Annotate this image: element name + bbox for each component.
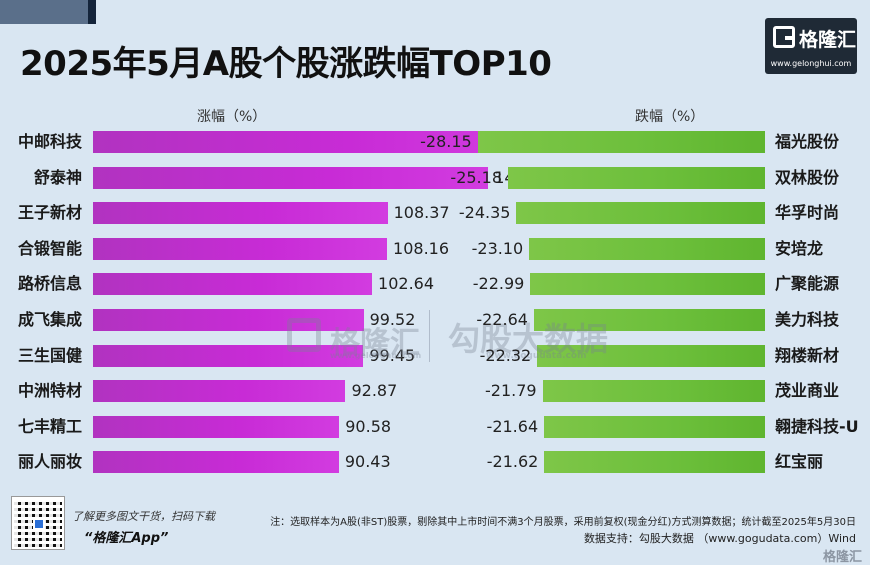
gain-bar: [93, 309, 364, 331]
loss-category-label: 红宝丽: [775, 452, 824, 472]
loss-category-label: 广聚能源: [775, 274, 840, 294]
gain-bar: [93, 415, 340, 438]
loss-value-label: -23.10: [471, 238, 524, 258]
loss-value-label: -24.35: [458, 203, 511, 223]
corner-decoration-dark: [88, 0, 96, 24]
brand-g-icon: [773, 26, 795, 48]
loss-value-label: -22.32: [479, 345, 532, 365]
gain-category-label: 合锻智能: [17, 238, 82, 258]
gain-bar: [93, 202, 388, 225]
loss-value-label: -21.79: [485, 381, 537, 401]
data-source: 数据支持：勾股大数据 （www.gogudata.com）Wind: [583, 532, 856, 545]
loss-value-label: -21.64: [486, 416, 539, 436]
gain-value-label: 90.43: [344, 452, 391, 472]
watermark-left-text: 格隆汇: [330, 326, 420, 361]
loss-value-label: -25.18: [450, 167, 502, 187]
gain-value-label: 99.45: [369, 345, 416, 365]
footnote: 注：选取样本为A股(非ST)股票，剔除其中上市时间不满3个月股票，采用前复权(现…: [270, 517, 856, 528]
gain-category-label: 三生国健: [17, 345, 82, 365]
loss-bar: [537, 344, 765, 367]
gain-category-label: 舒泰神: [33, 167, 82, 187]
gain-value-label: 99.52: [369, 310, 416, 329]
loss-bar: [544, 415, 765, 438]
promo-line1: 了解更多图文干货，扫码下载: [72, 510, 215, 523]
gain-bar: [93, 237, 388, 260]
gain-bar: [93, 451, 339, 474]
gain-value-label: 102.64: [378, 274, 435, 294]
gain-panel-title: 涨幅（%）: [197, 109, 267, 125]
loss-value-label: -28.15: [420, 132, 472, 151]
gain-value-label: 92.87: [351, 381, 398, 401]
loss-category-label: 茂业商业: [775, 381, 840, 401]
brand-name: 格隆汇: [799, 29, 857, 51]
loss-bar: [529, 237, 765, 260]
gain-bar: [93, 344, 364, 367]
loss-category-label: 福光股份: [775, 132, 840, 151]
loss-bar: [530, 273, 765, 296]
loss-bar: [544, 451, 765, 474]
watermark-divider: [429, 310, 430, 362]
gain-category-label: 路桥信息: [17, 274, 82, 294]
brand-logo: 格隆汇 www.gelonghui.com: [765, 18, 857, 74]
promo-line2: “格隆汇App”: [84, 531, 169, 546]
corner-decoration: [0, 0, 88, 24]
gain-category-label: 成飞集成: [17, 310, 82, 329]
loss-panel-title: 跌幅（%）: [635, 109, 705, 125]
watermark-right-text: 勾股大数据: [448, 320, 609, 358]
watermark-left-url: www.gelonghui.com: [330, 351, 422, 360]
gain-bar: [93, 380, 346, 403]
gain-category-label: 中邮科技: [17, 132, 82, 151]
loss-value-label: -22.64: [476, 310, 528, 329]
loss-value-label: -21.62: [486, 452, 539, 472]
loss-bar: [516, 202, 765, 225]
loss-bar: [477, 131, 765, 153]
gain-category-label: 丽人丽妆: [17, 452, 82, 472]
loss-bar: [542, 380, 765, 403]
gain-value-label: 108.16: [393, 238, 450, 258]
loss-bar: [507, 166, 765, 189]
loss-category-label: 翱捷科技-U: [775, 416, 859, 436]
loss-value-label: -22.99: [472, 274, 525, 294]
loss-bar: [533, 309, 765, 331]
loss-category-label: 华孚时尚: [775, 203, 840, 223]
chart-title: 2025年5月A股个股涨跌幅TOP10: [20, 44, 552, 84]
gain-bar: [93, 273, 373, 296]
qr-code: [11, 496, 65, 550]
footer-logo: 格隆汇: [822, 550, 862, 565]
brand-url: www.gelonghui.com: [770, 59, 852, 68]
gain-bar: [93, 166, 489, 189]
gain-category-label: 王子新材: [17, 203, 82, 223]
loss-category-label: 安培龙: [775, 238, 824, 258]
gain-bar: [93, 131, 521, 153]
loss-category-label: 双林股份: [775, 167, 840, 187]
qr-center-logo-icon: [33, 518, 45, 530]
gain-value-label: 90.58: [345, 416, 392, 436]
gain-category-label: 七丰精工: [17, 416, 82, 436]
loss-category-label: 翔楼新材: [775, 345, 840, 365]
watermark-logo-icon: [287, 318, 321, 352]
gain-value-label: 108.37: [393, 203, 450, 223]
gain-category-label: 中洲特材: [17, 381, 82, 401]
loss-category-label: 美力科技: [775, 310, 840, 329]
watermark-right-url: www.gogudata.com: [486, 351, 587, 361]
